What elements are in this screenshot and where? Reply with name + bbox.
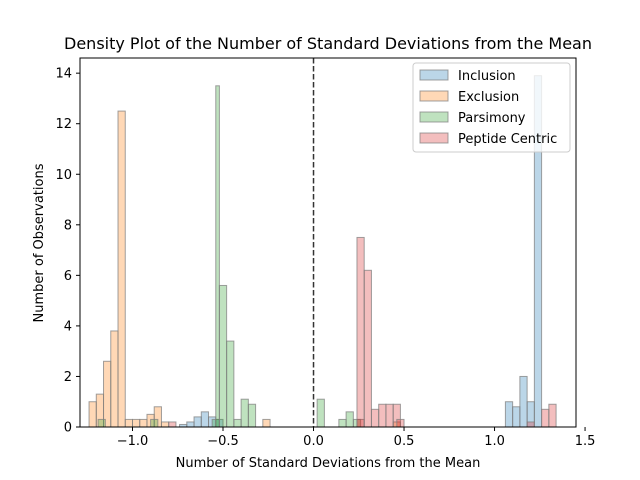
bar-inclusion-8 <box>519 375 528 428</box>
y-tick-label: 0 <box>64 421 72 436</box>
legend-label-inclusion: Inclusion <box>458 69 516 84</box>
bar-exclusion-2 <box>103 360 112 428</box>
bar-inclusion-2 <box>193 416 202 428</box>
bar-parsimony-7 <box>240 398 249 428</box>
bar-exclusion-5 <box>124 418 134 428</box>
bar-inclusion-1 <box>186 421 195 428</box>
bar-peptide-centric-10 <box>541 408 550 428</box>
bar-peptide-centric-5 <box>378 403 387 428</box>
x-tick-label: 0.5 <box>394 434 415 449</box>
chart-title: Density Plot of the Number of Standard D… <box>64 34 592 53</box>
y-tick-label: 6 <box>64 269 72 284</box>
bar-peptide-centric-4 <box>370 408 380 428</box>
legend-swatch-exclusion <box>419 90 449 102</box>
x-tick-label: 0.0 <box>303 434 324 449</box>
y-tick-label: 2 <box>64 370 72 385</box>
legend: Inclusion Exclusion Parsimony Peptide Centr… <box>412 62 571 153</box>
bar-parsimony-6 <box>233 418 242 428</box>
bar-parsimony-11 <box>345 411 354 428</box>
bar-parsimony-0 <box>97 418 106 428</box>
bar-peptide-centric-0 <box>168 421 177 428</box>
bar-peptide-centric-9 <box>526 421 535 428</box>
legend-box <box>412 62 571 153</box>
x-axis-label: Number of Standard Deviations from the M… <box>176 456 481 471</box>
bar-parsimony-1 <box>150 418 159 428</box>
bar-exclusion-0 <box>88 401 97 428</box>
bar-parsimony-8 <box>247 403 257 428</box>
y-tick-label: 8 <box>64 218 72 233</box>
x-tick-label: 1.0 <box>484 434 505 449</box>
legend-swatch-parsimony <box>419 111 449 123</box>
y-tick-label: 10 <box>55 168 72 183</box>
bar-peptide-centric-2 <box>356 236 365 428</box>
bar-inclusion-7 <box>512 406 521 428</box>
bar-parsimony-9 <box>316 398 325 428</box>
bar-exclusion-11 <box>262 418 271 428</box>
bar-peptide-centric-8 <box>396 418 405 428</box>
bar-parsimony-3 <box>215 85 220 428</box>
bar-parsimony-5 <box>226 340 235 428</box>
bar-parsimony-4 <box>218 284 228 428</box>
bars-layer <box>88 75 557 428</box>
bar-exclusion-4 <box>117 110 126 428</box>
y-axis-ticks: 0 2 4 6 8 10 12 14 <box>55 67 80 436</box>
x-tick-label: −1.0 <box>117 434 149 449</box>
y-tick-label: 12 <box>55 117 72 132</box>
legend-swatch-peptide-centric <box>419 132 449 144</box>
bar-parsimony-10 <box>338 418 347 428</box>
plot-frame <box>79 57 577 428</box>
bar-inclusion-3 <box>200 411 210 428</box>
bar-peptide-centric-3 <box>363 269 372 428</box>
bar-peptide-centric-11 <box>548 403 557 428</box>
legend-label-parsimony: Parsimony <box>458 111 526 126</box>
bar-exclusion-10 <box>160 421 170 428</box>
bar-peptide-centric-6 <box>385 403 394 428</box>
y-axis-label: Number of Observations <box>32 163 47 322</box>
legend-label-exclusion: Exclusion <box>458 90 519 105</box>
y-tick-label: 14 <box>55 67 72 82</box>
legend-swatch-inclusion <box>419 69 449 81</box>
bar-exclusion-3 <box>110 330 119 428</box>
bar-inclusion-6 <box>504 401 514 428</box>
x-axis-ticks: −1.0 −0.5 0.0 0.5 1.0 1.5 <box>117 427 596 449</box>
y-tick-label: 4 <box>64 319 72 334</box>
bar-exclusion-6 <box>132 418 141 428</box>
x-tick-label: −0.5 <box>207 434 239 449</box>
legend-label-peptide-centric: Peptide Centric <box>458 132 557 147</box>
x-tick-label: 1.5 <box>575 434 596 449</box>
bar-exclusion-7 <box>139 418 148 428</box>
